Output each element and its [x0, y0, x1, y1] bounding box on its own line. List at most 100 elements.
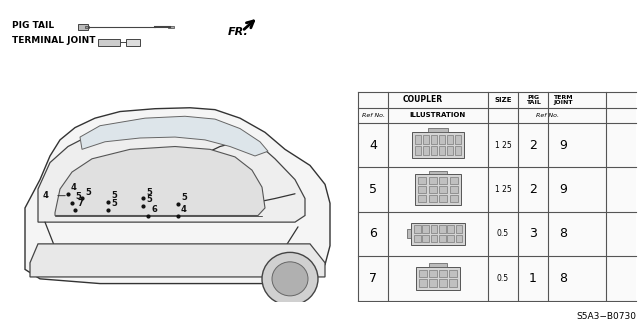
Text: 6: 6	[369, 227, 377, 241]
Text: 2: 2	[529, 183, 537, 196]
Bar	[429, 263, 447, 267]
Text: 9: 9	[559, 138, 567, 152]
Bar	[411, 223, 465, 245]
Text: 9: 9	[559, 183, 567, 196]
Text: 5: 5	[111, 191, 117, 200]
Bar	[429, 279, 437, 287]
Text: 4: 4	[71, 183, 77, 192]
Text: TERM
JOINT: TERM JOINT	[553, 94, 573, 105]
Bar	[431, 146, 437, 155]
Bar	[431, 135, 437, 144]
Bar	[447, 135, 453, 144]
Bar	[422, 226, 429, 233]
Bar	[449, 270, 457, 278]
Text: ILLUSTRATION: ILLUSTRATION	[410, 112, 466, 118]
Bar	[415, 174, 461, 205]
Bar	[415, 135, 421, 144]
Text: 4: 4	[181, 204, 187, 214]
Bar	[455, 135, 461, 144]
Bar	[431, 235, 437, 242]
Text: 4: 4	[369, 138, 377, 152]
Bar	[85, 26, 89, 28]
Bar	[414, 226, 420, 233]
Bar	[423, 135, 429, 144]
Bar	[423, 146, 429, 155]
Bar	[414, 235, 420, 242]
Circle shape	[262, 252, 318, 305]
Text: 5: 5	[181, 193, 187, 202]
Bar	[439, 146, 445, 155]
Text: SIZE: SIZE	[494, 97, 512, 103]
Bar	[415, 146, 421, 155]
Text: 1: 1	[529, 272, 537, 285]
Polygon shape	[80, 116, 268, 156]
Text: S5A3−B0730: S5A3−B0730	[576, 312, 636, 319]
Bar	[447, 235, 454, 242]
Bar	[439, 135, 445, 144]
Bar	[449, 195, 458, 202]
Text: 5: 5	[111, 199, 117, 208]
Bar	[422, 235, 429, 242]
Bar	[456, 226, 462, 233]
Bar	[98, 39, 120, 46]
Bar	[449, 279, 457, 287]
Bar	[429, 186, 437, 193]
Bar	[449, 186, 458, 193]
Bar	[439, 270, 447, 278]
Text: 8: 8	[559, 227, 567, 241]
Text: 4: 4	[42, 191, 48, 200]
Text: 6: 6	[151, 204, 157, 214]
Text: 5: 5	[85, 188, 91, 197]
Bar	[412, 132, 464, 158]
Bar	[456, 235, 462, 242]
Bar	[78, 24, 88, 30]
Bar	[428, 128, 449, 132]
Text: Ref No.: Ref No.	[362, 113, 385, 118]
Text: FR.: FR.	[228, 27, 249, 37]
Text: 1 25: 1 25	[495, 185, 511, 194]
Bar	[447, 146, 453, 155]
Text: PIG
TAIL: PIG TAIL	[525, 94, 540, 105]
Text: 7: 7	[369, 272, 377, 285]
Circle shape	[272, 262, 308, 296]
Text: 1 25: 1 25	[495, 141, 511, 150]
Bar	[449, 177, 458, 184]
Bar	[418, 186, 426, 193]
Text: PIG TAIL: PIG TAIL	[12, 21, 54, 30]
Polygon shape	[25, 108, 330, 284]
Bar	[431, 226, 437, 233]
Bar	[439, 186, 447, 193]
Text: COUPLER: COUPLER	[403, 95, 443, 104]
Text: 5: 5	[146, 195, 152, 204]
Text: 5: 5	[75, 192, 81, 201]
Bar	[439, 235, 445, 242]
Bar	[418, 177, 426, 184]
Bar	[429, 177, 437, 184]
Bar	[407, 229, 411, 239]
Bar	[455, 146, 461, 155]
Bar	[418, 195, 426, 202]
Text: TERMINAL JOINT: TERMINAL JOINT	[12, 36, 95, 45]
Text: Ref No.: Ref No.	[536, 113, 559, 118]
Bar	[358, 92, 636, 300]
Bar	[429, 270, 437, 278]
Bar	[439, 226, 445, 233]
Bar	[419, 270, 427, 278]
Bar	[439, 279, 447, 287]
Polygon shape	[55, 146, 265, 216]
Bar	[429, 195, 437, 202]
Bar	[126, 39, 140, 46]
Text: 5: 5	[146, 188, 152, 197]
Bar	[429, 171, 447, 174]
Polygon shape	[38, 125, 305, 222]
Bar	[419, 279, 427, 287]
Bar	[416, 267, 460, 290]
Bar	[439, 195, 447, 202]
Text: 5: 5	[369, 183, 377, 196]
Text: 3: 3	[529, 227, 537, 241]
Text: 0.5: 0.5	[497, 274, 509, 283]
Polygon shape	[30, 244, 325, 277]
Bar	[168, 26, 174, 28]
Text: 2: 2	[529, 138, 537, 152]
Text: 0.5: 0.5	[497, 229, 509, 238]
